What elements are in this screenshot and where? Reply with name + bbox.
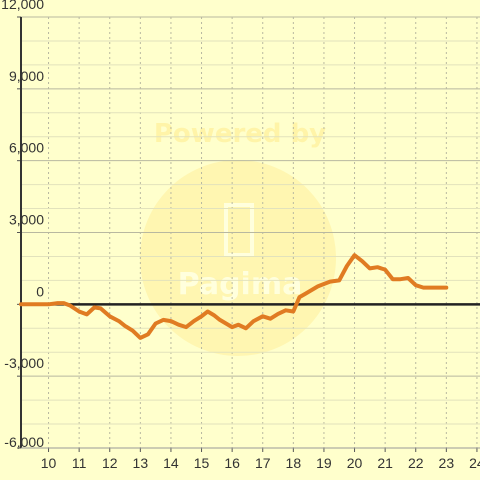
y-tick-label: 3,000 <box>9 212 44 228</box>
x-tick-label: 24 <box>469 455 480 471</box>
x-tick-label: 23 <box>439 455 455 471</box>
watermark-top-text: Powered by <box>154 119 326 149</box>
axes <box>17 16 480 452</box>
grid <box>21 16 480 449</box>
x-tick-label: 10 <box>41 455 57 471</box>
y-tick-label: -3,000 <box>4 355 44 371</box>
y-tick-label: -6,000 <box>4 434 44 450</box>
y-tick-label: 6,000 <box>9 140 44 156</box>
x-tick-label: 20 <box>347 455 363 471</box>
x-tick-label: 18 <box>286 455 302 471</box>
x-tick-label: 17 <box>255 455 271 471</box>
x-tick-label: 21 <box>377 455 393 471</box>
tick-labels: 10 11 12 13 14 15 16 17 18 19 20 21 22 23 24 -6,000 -3,0… <box>1 0 480 471</box>
y-tick-label: 12,000 <box>1 0 44 12</box>
x-tick-label: 12 <box>102 455 118 471</box>
series-layer <box>19 253 449 340</box>
x-tick-label: 11 <box>72 455 87 471</box>
watermark-logo-mark <box>224 203 254 257</box>
x-tick-label: 14 <box>163 455 179 471</box>
x-tick-label: 16 <box>224 455 240 471</box>
x-tick-label: 19 <box>316 455 332 471</box>
y-tick-label: 9,000 <box>9 68 44 84</box>
y-tick-label: 0 <box>36 283 44 299</box>
watermark-bottom-text: Pagima <box>178 267 303 302</box>
x-tick-label: 22 <box>408 455 424 471</box>
x-tick-label: 15 <box>194 455 210 471</box>
x-tick-label: 13 <box>133 455 149 471</box>
